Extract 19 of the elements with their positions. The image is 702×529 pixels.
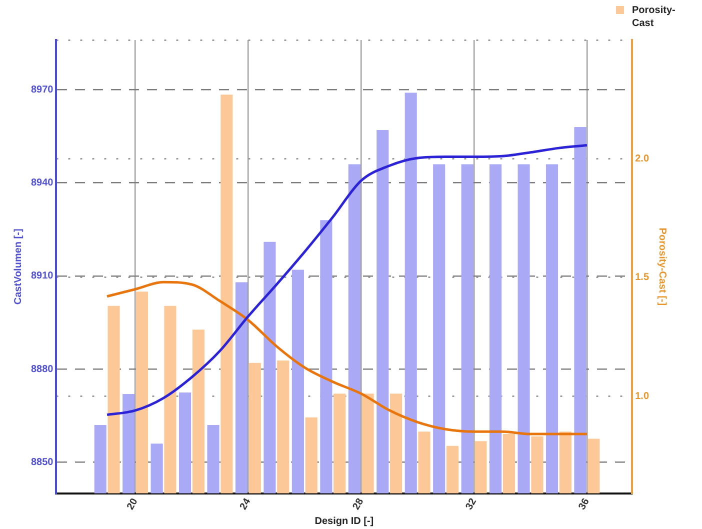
legend-label: Porosity-Cast	[632, 4, 676, 30]
x-tick-label: 20	[125, 496, 140, 512]
y-tick-label: 8970	[30, 84, 54, 96]
x-tick-label: 24	[238, 496, 254, 512]
y-tick-label: 8910	[30, 270, 54, 282]
y2-axis-title: Porosity-Cast [-]	[656, 228, 668, 306]
line-series	[106, 144, 588, 416]
y-tick-label: 8940	[30, 178, 54, 189]
y-tick-label: 8880	[30, 364, 54, 375]
line-series	[106, 280, 588, 436]
y2-tick-label: 1.0	[635, 390, 650, 402]
x-axis-title: Design ID [-]	[314, 516, 374, 527]
x-tick-label: 28	[351, 496, 366, 512]
y-axis-title: CastVolumen [-]	[12, 228, 24, 305]
y2-tick-label: 1.5	[635, 272, 650, 284]
x-tick-label: 32	[464, 496, 480, 512]
y2-tick-label: 2.0	[635, 153, 650, 164]
y-tick-label: 8850	[30, 457, 54, 468]
x-tick-label: 36	[576, 496, 592, 512]
